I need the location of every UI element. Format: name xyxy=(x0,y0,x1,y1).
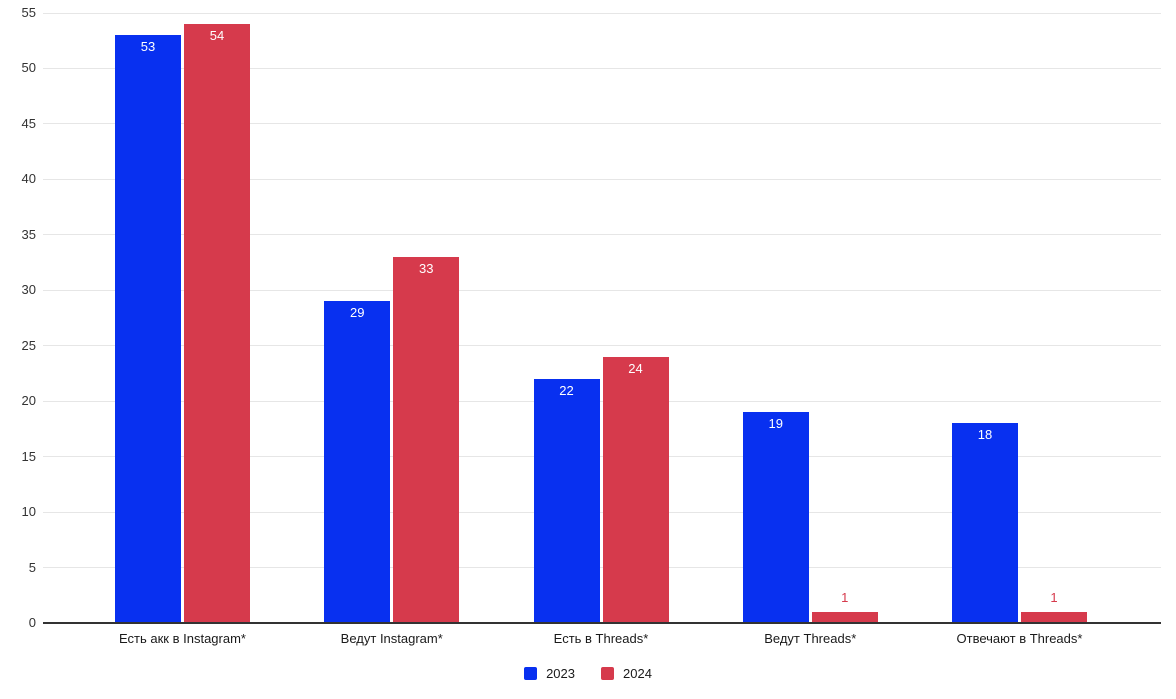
category-label: Отвечают в Threads* xyxy=(956,631,1083,646)
gridline xyxy=(43,123,1161,125)
bar-value-label: 33 xyxy=(419,261,434,276)
y-tick-label: 55 xyxy=(21,5,36,20)
y-tick-label: 0 xyxy=(28,615,36,630)
gridline xyxy=(43,400,1161,402)
legend-label: 2024 xyxy=(623,665,652,681)
category-label: Есть акк в Instagram* xyxy=(119,631,246,646)
category-label: Ведут Instagram* xyxy=(340,631,443,646)
bar-2023 xyxy=(952,423,1018,623)
legend-swatch-2023 xyxy=(524,666,538,680)
bar-2023 xyxy=(324,301,391,623)
legend-item-2024: 2024 xyxy=(601,666,652,681)
bar-value-label: 24 xyxy=(628,360,643,376)
bar-value-label: 1 xyxy=(841,589,849,605)
bar-value-label: 18 xyxy=(977,427,993,443)
y-tick-label: 40 xyxy=(21,171,36,187)
gridline xyxy=(43,345,1161,347)
gridline xyxy=(43,12,1161,14)
bar-value-label: 54 xyxy=(209,28,225,44)
gridline xyxy=(43,178,1161,180)
bar-value-label: 19 xyxy=(768,416,783,432)
legend-swatch-2024 xyxy=(601,666,614,680)
gridline xyxy=(43,67,1161,69)
legend-item-2023: 2023 xyxy=(524,666,575,681)
bar-2023 xyxy=(533,379,600,623)
gridline xyxy=(43,456,1161,458)
bar-2024 xyxy=(184,24,250,623)
y-tick-label: 50 xyxy=(21,60,36,76)
y-tick-label: 25 xyxy=(21,337,36,353)
x-axis-line xyxy=(43,622,1161,624)
gridline xyxy=(43,567,1161,569)
y-tick-label: 20 xyxy=(21,393,36,409)
category-label: Ведут Threads* xyxy=(764,631,857,646)
bar-value-label: 22 xyxy=(559,383,574,398)
bar-value-label: 29 xyxy=(350,305,365,321)
legend: 2023 2024 xyxy=(0,660,1176,686)
gridline xyxy=(43,234,1161,236)
y-tick-label: 15 xyxy=(21,448,36,464)
plot-area: 0 5 10 15 20 25 30 35 40 45 50 55 53 54 Есть акк в Ins… xyxy=(21,5,1161,646)
bar-2024 xyxy=(602,356,669,623)
y-tick-label: 5 xyxy=(28,559,36,575)
bar-2023 xyxy=(115,35,181,623)
bar-value-label: 1 xyxy=(1050,589,1058,605)
bar-2024 xyxy=(811,611,878,623)
bar-2023 xyxy=(742,412,809,623)
bar-2024 xyxy=(393,257,460,623)
y-tick-label: 10 xyxy=(21,504,36,520)
bar-value-label: 53 xyxy=(140,39,156,55)
y-tick-label: 30 xyxy=(21,282,36,298)
bar-2024 xyxy=(1021,611,1087,623)
category-label: Есть в Threads* xyxy=(553,631,649,646)
gridline xyxy=(43,511,1161,513)
y-tick-label: 35 xyxy=(21,226,36,242)
legend-label: 2023 xyxy=(546,665,575,681)
y-tick-label: 45 xyxy=(21,115,36,131)
gridline xyxy=(43,289,1161,291)
